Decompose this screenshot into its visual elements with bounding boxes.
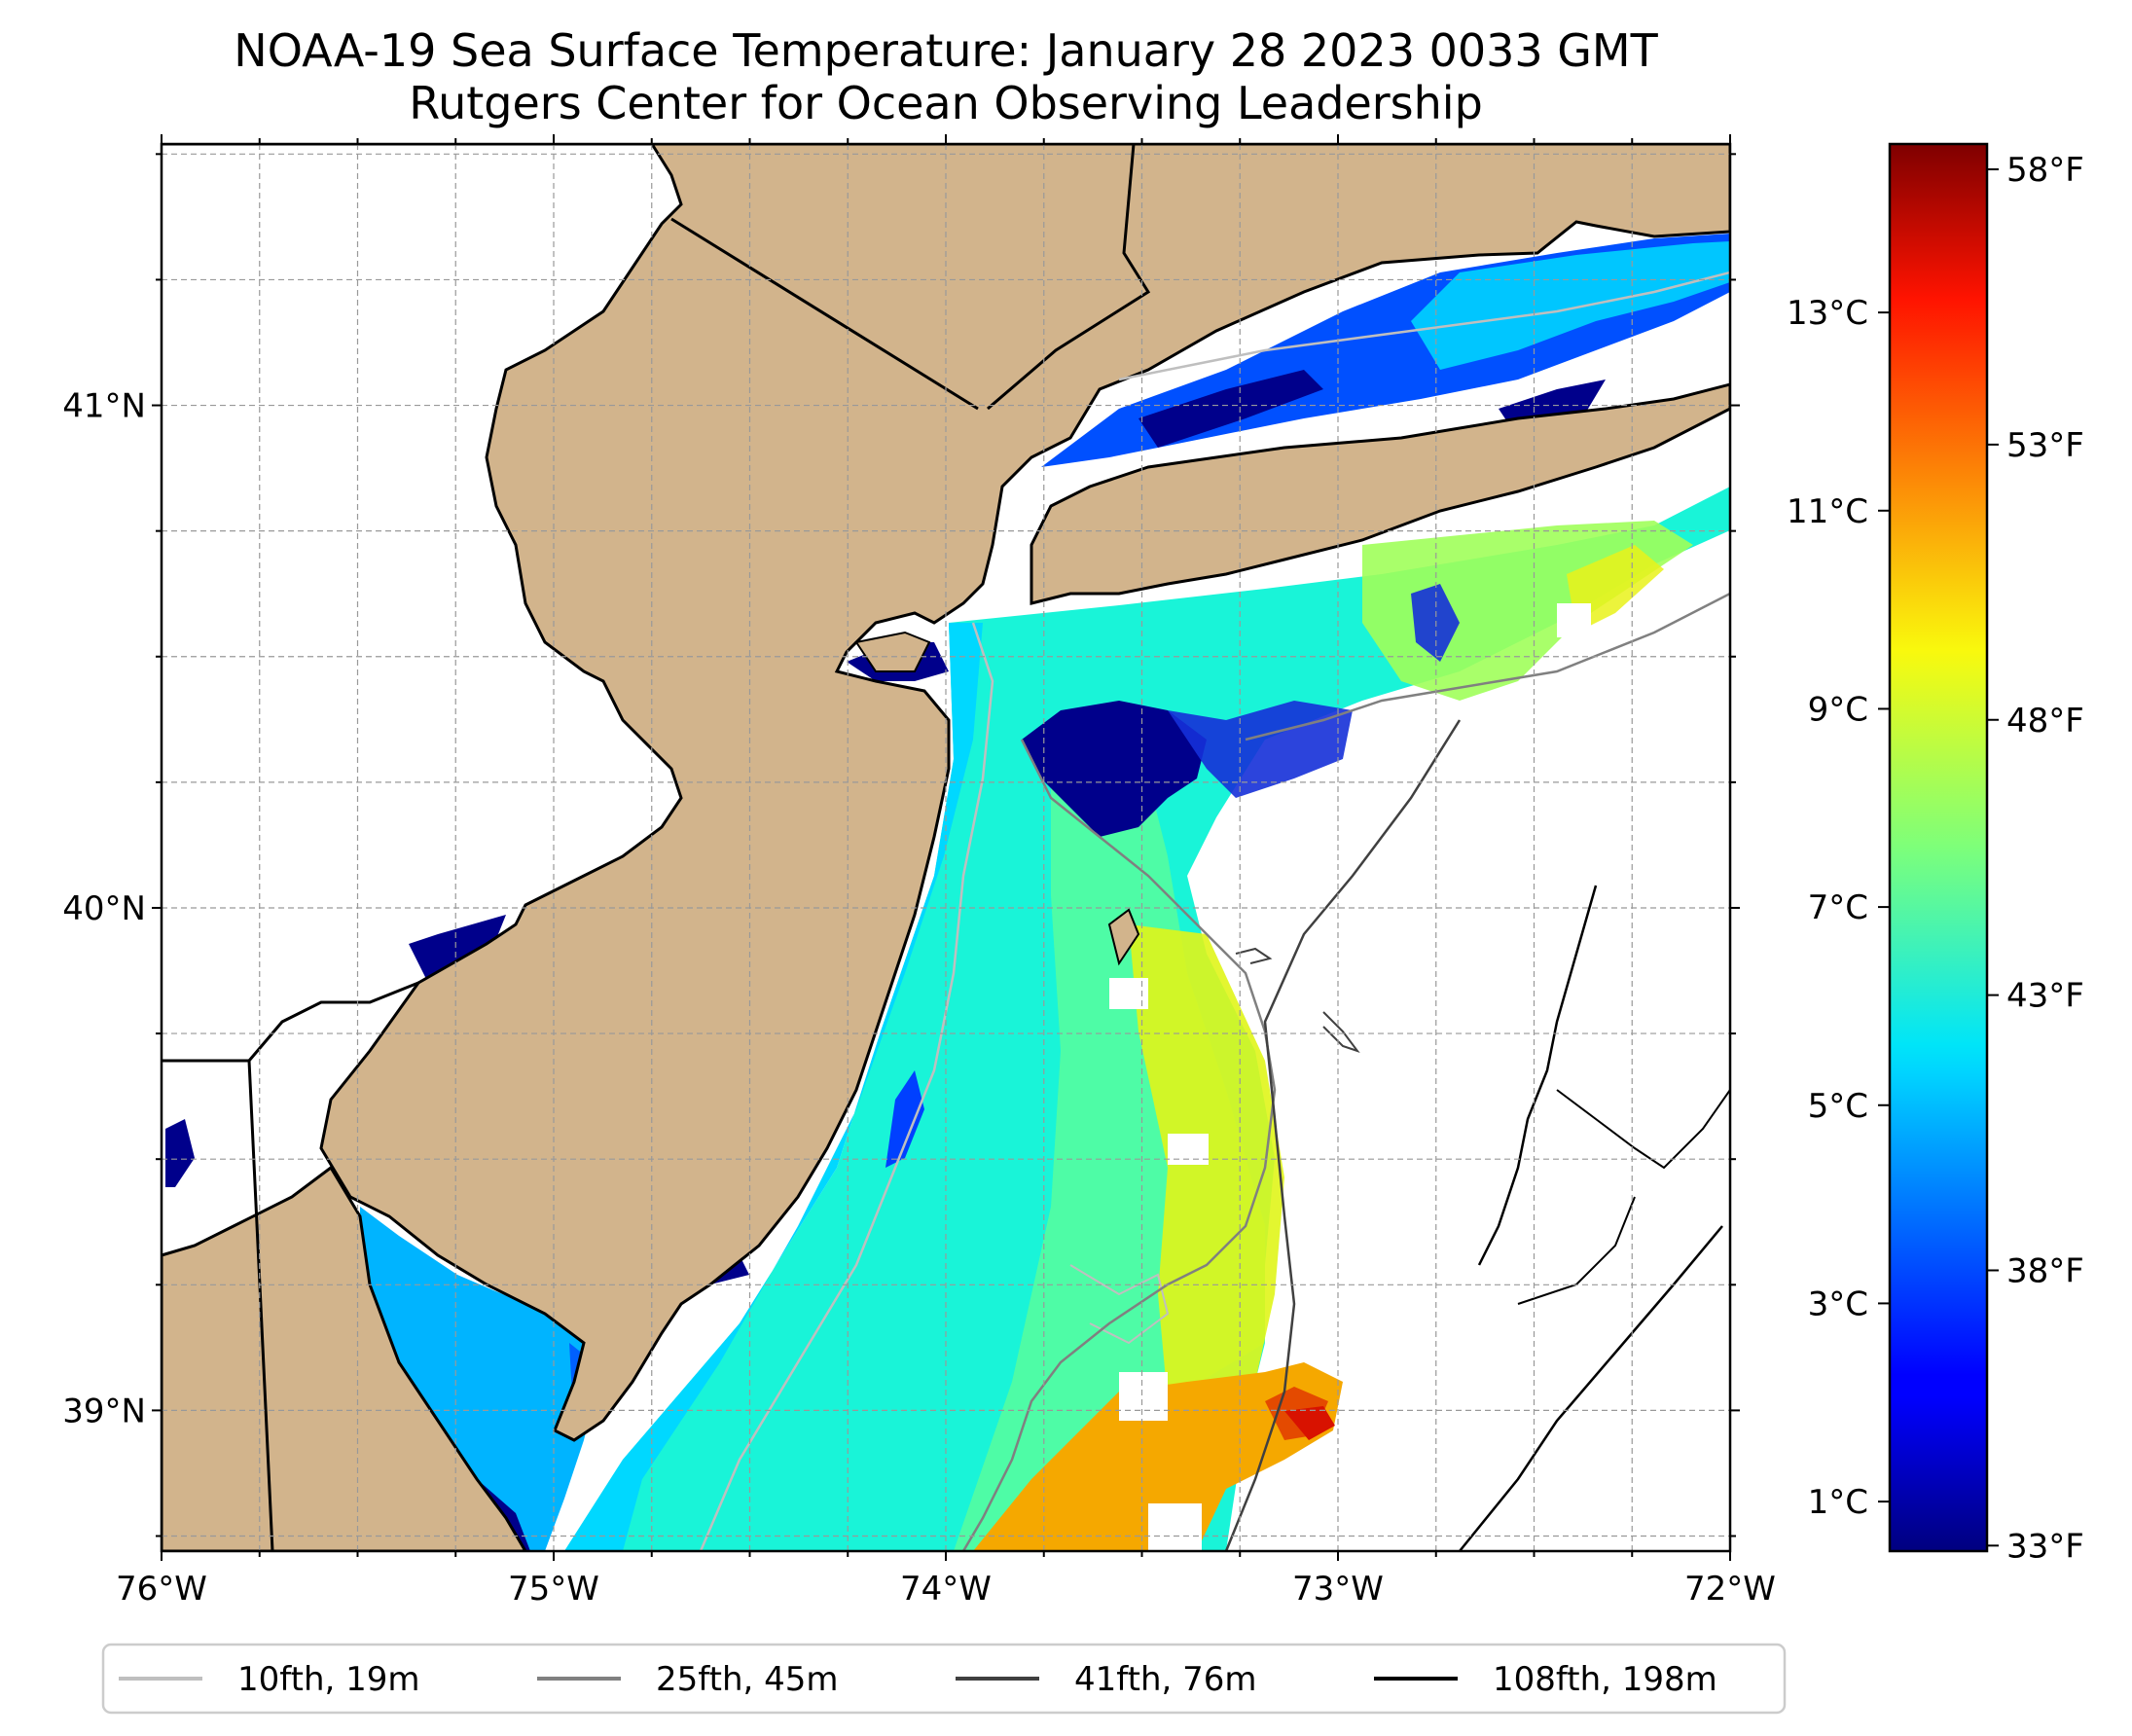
lon-tick-label: 75°W bbox=[508, 1570, 599, 1609]
legend-label: 10fth, 19m bbox=[237, 1660, 420, 1699]
legend-label: 25fth, 45m bbox=[656, 1660, 839, 1699]
legend-item: 25fth, 45m bbox=[537, 1660, 839, 1699]
fahrenheit-tick-label: 58°F bbox=[2006, 151, 2084, 190]
fahrenheit-tick-label: 33°F bbox=[2006, 1527, 2084, 1566]
fahrenheit-tick-label: 43°F bbox=[2006, 977, 2084, 1016]
legend-item: 10fth, 19m bbox=[119, 1660, 420, 1699]
colorbar-ticks: 1°C 3°C 5°C 7°C 9°C 11°C 13°C 33°F 38°F 43°F 48°F 5… bbox=[1787, 151, 2084, 1566]
lat-tick-label: 41°N bbox=[62, 387, 146, 426]
celsius-tick-label: 3°C bbox=[1808, 1284, 1868, 1323]
state-borders bbox=[162, 144, 1151, 1551]
legend-label: 41fth, 76m bbox=[1074, 1660, 1257, 1699]
fahrenheit-tick-label: 48°F bbox=[2006, 702, 2084, 741]
title-line-1: NOAA-19 Sea Surface Temperature: January… bbox=[234, 24, 1658, 77]
celsius-tick-label: 11°C bbox=[1787, 492, 1868, 531]
celsius-tick-label: 13°C bbox=[1787, 294, 1868, 333]
title-line-2: Rutgers Center for Ocean Observing Leade… bbox=[409, 77, 1483, 129]
gridlines bbox=[162, 144, 1730, 1551]
map-panel: 76°W 75°W 74°W 73°W 72°W 41°N 40°N 39°N bbox=[62, 134, 1776, 1609]
lat-tick-label: 40°N bbox=[62, 889, 146, 928]
legend-item: 108fth, 198m bbox=[1374, 1660, 1717, 1699]
legend: 10fth, 19m 25fth, 45m 41fth, 76m 108fth, 19… bbox=[101, 1643, 1787, 1715]
lon-tick-label: 73°W bbox=[1292, 1570, 1384, 1609]
celsius-tick-label: 9°C bbox=[1808, 690, 1868, 729]
lat-tick-label: 39°N bbox=[62, 1392, 146, 1430]
celsius-tick-label: 7°C bbox=[1808, 888, 1868, 927]
bathymetry-contours bbox=[699, 271, 1730, 1551]
celsius-tick-label: 1°C bbox=[1808, 1483, 1868, 1522]
colorbar-gradient bbox=[1888, 142, 1989, 1553]
map-axis-ticks: 76°W 75°W 74°W 73°W 72°W 41°N 40°N 39°N bbox=[62, 134, 1776, 1609]
fahrenheit-tick-label: 38°F bbox=[2006, 1251, 2084, 1290]
lon-tick-label: 74°W bbox=[900, 1570, 992, 1609]
fahrenheit-tick-label: 53°F bbox=[2006, 426, 2084, 465]
lon-tick-label: 76°W bbox=[116, 1570, 207, 1609]
celsius-tick-label: 5°C bbox=[1808, 1087, 1868, 1126]
legend-box bbox=[101, 1643, 1787, 1715]
colorbar: 1°C 3°C 5°C 7°C 9°C 11°C 13°C 33°F 38°F 43°F 48°F 5… bbox=[1787, 142, 2084, 1566]
legend-item: 41fth, 76m bbox=[956, 1660, 1257, 1699]
legend-label: 108fth, 198m bbox=[1493, 1660, 1717, 1699]
lon-tick-label: 72°W bbox=[1684, 1570, 1776, 1609]
